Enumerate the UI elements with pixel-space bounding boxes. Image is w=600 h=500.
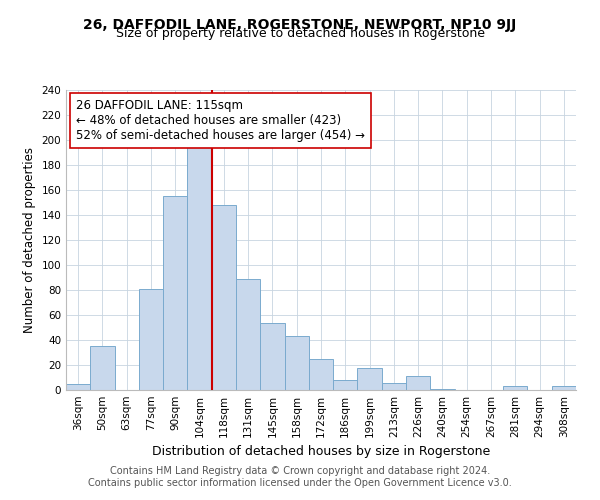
Bar	[236, 279, 260, 390]
Bar	[358, 368, 382, 390]
Bar	[503, 386, 527, 390]
X-axis label: Distribution of detached houses by size in Rogerstone: Distribution of detached houses by size …	[152, 446, 490, 458]
Bar	[139, 289, 163, 390]
Text: 26 DAFFODIL LANE: 115sqm
← 48% of detached houses are smaller (423)
52% of semi-: 26 DAFFODIL LANE: 115sqm ← 48% of detach…	[76, 99, 365, 142]
Bar	[382, 382, 406, 390]
Text: Size of property relative to detached houses in Rogerstone: Size of property relative to detached ho…	[115, 28, 485, 40]
Bar	[212, 205, 236, 390]
Bar	[309, 359, 333, 390]
Bar	[333, 380, 358, 390]
Bar	[284, 336, 309, 390]
Bar	[187, 138, 212, 390]
Y-axis label: Number of detached properties: Number of detached properties	[23, 147, 36, 333]
Bar	[552, 386, 576, 390]
Bar	[406, 376, 430, 390]
Text: Contains HM Land Registry data © Crown copyright and database right 2024.
Contai: Contains HM Land Registry data © Crown c…	[88, 466, 512, 487]
Bar	[66, 384, 90, 390]
Bar	[163, 196, 187, 390]
Text: 26, DAFFODIL LANE, ROGERSTONE, NEWPORT, NP10 9JJ: 26, DAFFODIL LANE, ROGERSTONE, NEWPORT, …	[83, 18, 517, 32]
Bar	[430, 389, 455, 390]
Bar	[90, 346, 115, 390]
Bar	[260, 322, 284, 390]
